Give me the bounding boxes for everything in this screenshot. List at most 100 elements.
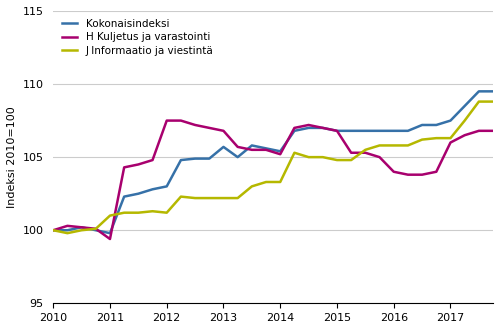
- Kokonaisindeksi: [121, 195, 127, 199]
- H Kuljetus ja varastointi: [348, 151, 354, 155]
- H Kuljetus ja varastointi: [334, 129, 340, 133]
- J Informaatio ja viestintä: [362, 148, 368, 152]
- J Informaatio ja viestintä: [419, 138, 425, 142]
- Kokonaisindeksi: [390, 129, 396, 133]
- J Informaatio ja viestintä: [93, 227, 99, 231]
- Kokonaisindeksi: [263, 147, 269, 150]
- Kokonaisindeksi: [136, 192, 141, 196]
- Kokonaisindeksi: [150, 187, 156, 191]
- H Kuljetus ja varastointi: [150, 158, 156, 162]
- Kokonaisindeksi: [362, 129, 368, 133]
- Kokonaisindeksi: [107, 231, 113, 235]
- Y-axis label: Indeksi 2010=100: Indeksi 2010=100: [7, 106, 17, 208]
- Kokonaisindeksi: [192, 157, 198, 161]
- H Kuljetus ja varastointi: [419, 173, 425, 177]
- J Informaatio ja viestintä: [376, 144, 382, 148]
- H Kuljetus ja varastointi: [405, 173, 411, 177]
- Kokonaisindeksi: [320, 126, 326, 130]
- Kokonaisindeksi: [93, 228, 99, 232]
- J Informaatio ja viestintä: [405, 144, 411, 148]
- H Kuljetus ja varastointi: [263, 148, 269, 152]
- J Informaatio ja viestintä: [476, 100, 482, 104]
- J Informaatio ja viestintä: [292, 151, 298, 155]
- Kokonaisindeksi: [405, 129, 411, 133]
- J Informaatio ja viestintä: [206, 196, 212, 200]
- Kokonaisindeksi: [178, 158, 184, 162]
- H Kuljetus ja varastointi: [434, 170, 440, 174]
- J Informaatio ja viestintä: [121, 211, 127, 215]
- Kokonaisindeksi: [292, 129, 298, 133]
- H Kuljetus ja varastointi: [64, 224, 70, 228]
- Kokonaisindeksi: [448, 118, 454, 122]
- H Kuljetus ja varastointi: [376, 155, 382, 159]
- J Informaatio ja viestintä: [164, 211, 170, 215]
- J Informaatio ja viestintä: [277, 180, 283, 184]
- J Informaatio ja viestintä: [334, 158, 340, 162]
- H Kuljetus ja varastointi: [50, 228, 56, 232]
- H Kuljetus ja varastointi: [277, 152, 283, 156]
- Kokonaisindeksi: [220, 145, 226, 149]
- J Informaatio ja viestintä: [136, 211, 141, 215]
- Kokonaisindeksi: [334, 129, 340, 133]
- H Kuljetus ja varastointi: [78, 225, 84, 229]
- J Informaatio ja viestintä: [249, 184, 255, 188]
- Kokonaisindeksi: [164, 184, 170, 188]
- Kokonaisindeksi: [419, 123, 425, 127]
- J Informaatio ja viestintä: [434, 136, 440, 140]
- Kokonaisindeksi: [434, 123, 440, 127]
- Kokonaisindeksi: [376, 129, 382, 133]
- Line: Kokonaisindeksi: Kokonaisindeksi: [53, 91, 493, 233]
- H Kuljetus ja varastointi: [206, 126, 212, 130]
- J Informaatio ja viestintä: [107, 214, 113, 217]
- H Kuljetus ja varastointi: [448, 141, 454, 145]
- J Informaatio ja viestintä: [150, 209, 156, 213]
- Kokonaisindeksi: [50, 228, 56, 232]
- H Kuljetus ja varastointi: [234, 145, 240, 149]
- H Kuljetus ja varastointi: [136, 162, 141, 166]
- J Informaatio ja viestintä: [390, 144, 396, 148]
- J Informaatio ja viestintä: [320, 155, 326, 159]
- H Kuljetus ja varastointi: [490, 129, 496, 133]
- Kokonaisindeksi: [64, 228, 70, 232]
- J Informaatio ja viestintä: [263, 180, 269, 184]
- H Kuljetus ja varastointi: [178, 118, 184, 122]
- Kokonaisindeksi: [249, 144, 255, 148]
- H Kuljetus ja varastointi: [306, 123, 312, 127]
- H Kuljetus ja varastointi: [107, 237, 113, 241]
- H Kuljetus ja varastointi: [121, 165, 127, 169]
- Kokonaisindeksi: [306, 126, 312, 130]
- H Kuljetus ja varastointi: [476, 129, 482, 133]
- Kokonaisindeksi: [490, 89, 496, 93]
- H Kuljetus ja varastointi: [192, 123, 198, 127]
- Kokonaisindeksi: [78, 225, 84, 229]
- J Informaatio ja viestintä: [462, 118, 468, 122]
- H Kuljetus ja varastointi: [292, 126, 298, 130]
- Legend: Kokonaisindeksi, H Kuljetus ja varastointi, J Informaatio ja viestintä: Kokonaisindeksi, H Kuljetus ja varastoin…: [58, 16, 216, 59]
- J Informaatio ja viestintä: [448, 136, 454, 140]
- J Informaatio ja viestintä: [78, 228, 84, 232]
- Line: H Kuljetus ja varastointi: H Kuljetus ja varastointi: [53, 120, 493, 239]
- J Informaatio ja viestintä: [348, 158, 354, 162]
- J Informaatio ja viestintä: [220, 196, 226, 200]
- H Kuljetus ja varastointi: [249, 148, 255, 152]
- J Informaatio ja viestintä: [234, 196, 240, 200]
- H Kuljetus ja varastointi: [462, 133, 468, 137]
- H Kuljetus ja varastointi: [164, 118, 170, 122]
- J Informaatio ja viestintä: [306, 155, 312, 159]
- J Informaatio ja viestintä: [490, 100, 496, 104]
- Line: J Informaatio ja viestintä: J Informaatio ja viestintä: [53, 102, 493, 233]
- Kokonaisindeksi: [476, 89, 482, 93]
- Kokonaisindeksi: [206, 157, 212, 161]
- H Kuljetus ja varastointi: [320, 126, 326, 130]
- J Informaatio ja viestintä: [64, 231, 70, 235]
- Kokonaisindeksi: [277, 149, 283, 153]
- Kokonaisindeksi: [348, 129, 354, 133]
- Kokonaisindeksi: [234, 155, 240, 159]
- H Kuljetus ja varastointi: [390, 170, 396, 174]
- J Informaatio ja viestintä: [50, 228, 56, 232]
- Kokonaisindeksi: [462, 104, 468, 108]
- H Kuljetus ja varastointi: [93, 227, 99, 231]
- J Informaatio ja viestintä: [178, 195, 184, 199]
- H Kuljetus ja varastointi: [220, 129, 226, 133]
- H Kuljetus ja varastointi: [362, 151, 368, 155]
